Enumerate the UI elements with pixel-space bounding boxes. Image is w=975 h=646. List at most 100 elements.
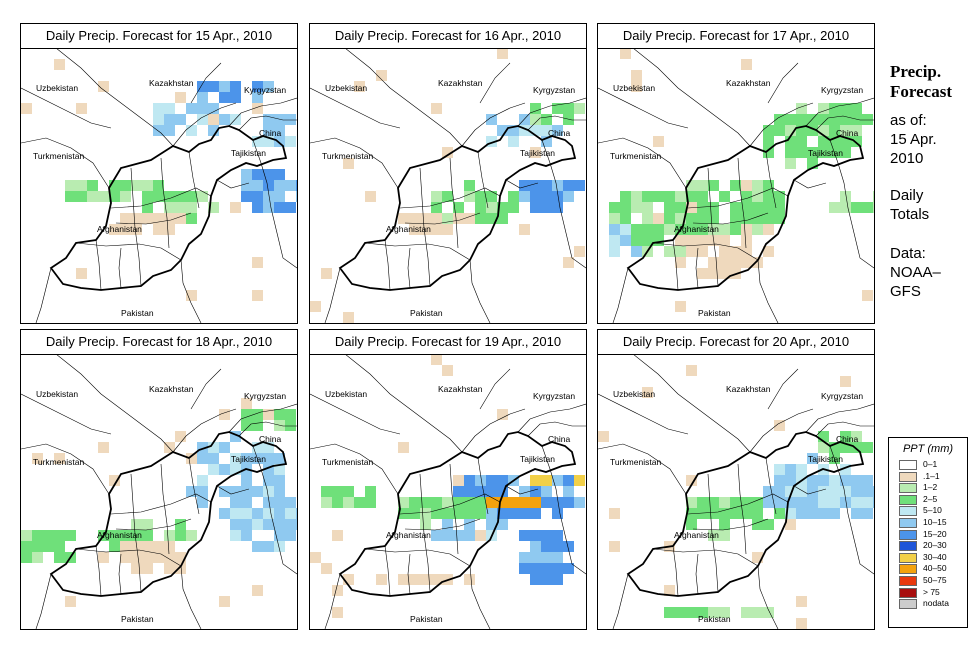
precip-cell — [664, 213, 675, 224]
precip-cell — [142, 202, 153, 213]
precip-cell — [541, 114, 552, 125]
daily-block: Daily Totals — [890, 186, 929, 224]
precip-cell — [120, 191, 131, 202]
precip-cell — [785, 158, 796, 169]
legend-label: nodata — [923, 598, 949, 609]
country-label: Tajikistan — [520, 148, 555, 158]
legend-label: 15–20 — [923, 528, 947, 539]
precip-cell — [675, 607, 686, 618]
asof-date1: 15 Apr. — [890, 131, 937, 148]
precip-cell — [840, 136, 851, 147]
precip-cell — [409, 213, 420, 224]
admin-boundary — [180, 259, 202, 323]
precip-cell — [230, 508, 241, 519]
precip-cell — [219, 486, 230, 497]
precip-cell — [609, 213, 620, 224]
precip-cell — [497, 48, 508, 59]
admin-boundary — [419, 167, 431, 287]
precip-cell — [131, 563, 142, 574]
admin-boundary — [364, 548, 471, 567]
legend-swatch — [899, 483, 917, 494]
admin-boundary — [75, 548, 182, 567]
precip-cell — [241, 519, 252, 530]
precip-cell — [796, 618, 807, 629]
admin-boundary — [21, 443, 110, 495]
afghanistan-border — [49, 125, 288, 291]
precip-cell — [464, 213, 475, 224]
precip-cell — [818, 125, 829, 136]
precip-cell — [840, 202, 851, 213]
admin-boundary — [598, 393, 689, 435]
precip-cell — [631, 224, 642, 235]
precip-cell — [274, 191, 285, 202]
precip-cell — [563, 486, 574, 497]
precip-cell — [530, 541, 541, 552]
precip-cell — [186, 453, 197, 464]
precip-cell — [241, 508, 252, 519]
legend-item: nodata — [889, 598, 967, 610]
precip-cell — [851, 475, 862, 486]
admin-boundary — [95, 545, 102, 597]
admin-boundary — [829, 445, 874, 575]
precip-cell — [398, 497, 409, 508]
precip-cell — [873, 486, 874, 497]
admin-boundary — [35, 573, 52, 629]
precip-cell — [807, 453, 818, 464]
admin-boundary — [384, 545, 391, 597]
precip-cell — [519, 552, 530, 563]
precip-cell — [131, 224, 142, 235]
precip-cell — [274, 453, 285, 464]
precip-cell — [486, 213, 497, 224]
legend-label: .1–1 — [923, 470, 940, 481]
precip-cell — [241, 180, 252, 191]
country-label: Turkmenistan — [322, 457, 373, 467]
precip-cell — [631, 246, 642, 257]
precip-cell — [785, 486, 796, 497]
precip-cell — [420, 213, 431, 224]
precip-cell — [442, 147, 453, 158]
precip-cell — [752, 213, 763, 224]
precip-cell — [197, 103, 208, 114]
precip-cell — [21, 541, 32, 552]
precip-cell — [563, 497, 574, 508]
precip-cell — [186, 213, 197, 224]
legend-item: 30–40 — [889, 552, 967, 564]
precip-cell — [120, 530, 131, 541]
precip-cell — [686, 497, 697, 508]
precip-cell — [730, 224, 741, 235]
admin-boundary — [469, 565, 491, 629]
precip-cell — [752, 180, 763, 191]
precip-cell — [420, 224, 431, 235]
precip-cell — [763, 246, 774, 257]
precip-cell — [675, 191, 686, 202]
admin-boundary — [765, 457, 777, 515]
admin-boundary — [310, 137, 399, 189]
admin-boundary — [115, 212, 192, 225]
precip-cell — [796, 147, 807, 158]
admin-boundary — [172, 102, 237, 147]
precip-cell — [32, 530, 43, 541]
legend-item: > 75 — [889, 587, 967, 599]
precip-cell — [862, 497, 873, 508]
precip-cell — [475, 191, 486, 202]
precip-cell — [376, 574, 387, 585]
country-label: Kyrgyzstan — [533, 85, 575, 95]
precip-cell — [763, 224, 774, 235]
precip-map: Kazakhstan Uzbekistan Kyrgyzstan China Turkm… — [310, 48, 586, 323]
precip-cell — [464, 191, 475, 202]
precip-cell — [252, 420, 263, 431]
precip-cell — [697, 180, 708, 191]
admin-boundary — [100, 87, 174, 147]
precip-cell — [98, 191, 109, 202]
precip-cell — [263, 508, 274, 519]
precip-cell — [98, 442, 109, 453]
precip-cell — [186, 103, 197, 114]
precip-cell — [21, 552, 32, 563]
precip-cell — [32, 453, 43, 464]
precip-cell — [431, 224, 442, 235]
precip-cell — [851, 431, 862, 442]
precip-cell — [274, 530, 285, 541]
legend-swatch — [899, 587, 917, 598]
precip-cell — [530, 180, 541, 191]
precip-cell — [609, 235, 620, 246]
